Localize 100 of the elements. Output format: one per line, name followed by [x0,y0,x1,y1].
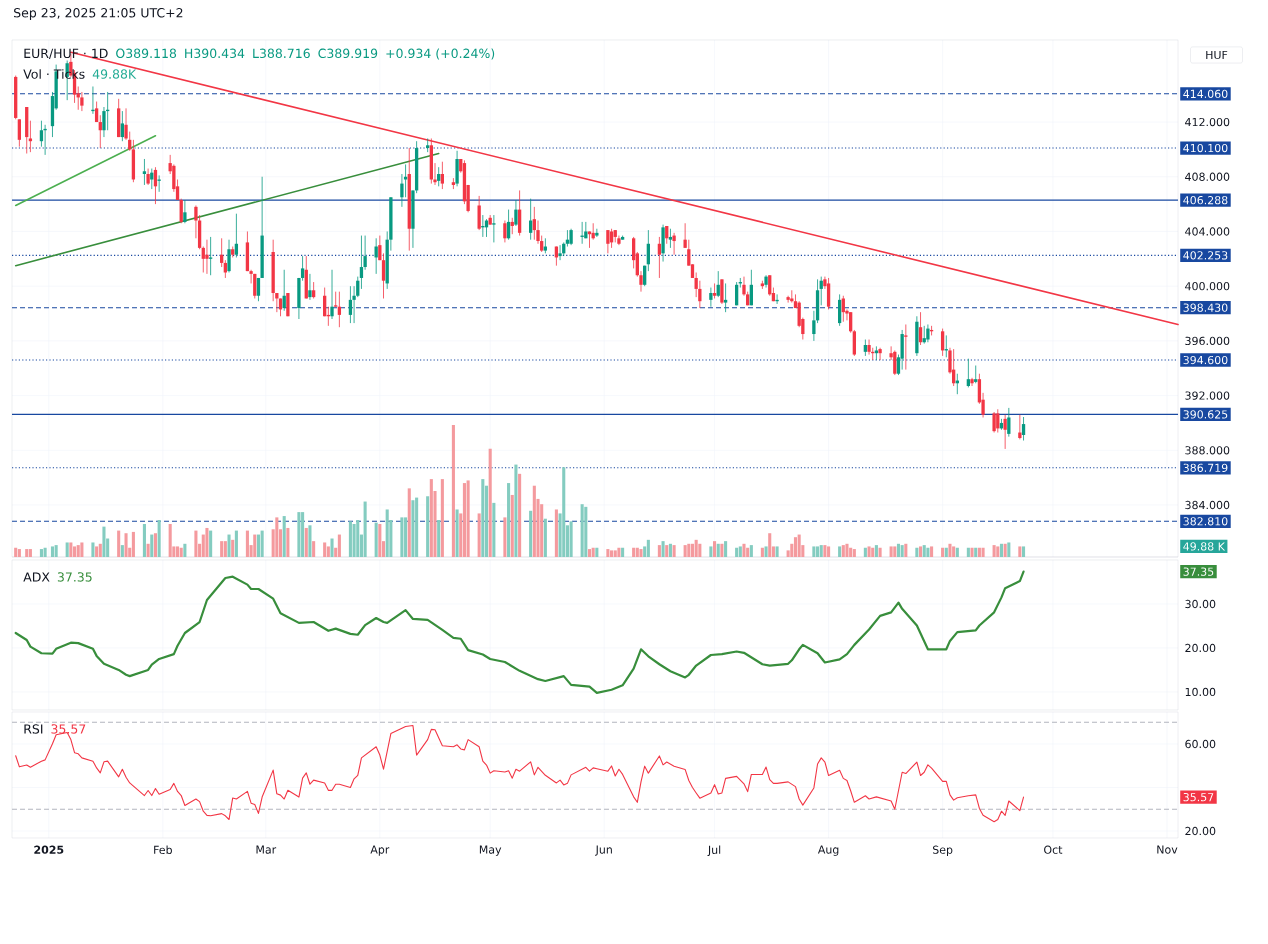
candlestick [940,328,945,357]
y-axis-title: HUF [1206,50,1228,60]
bar [337,534,341,557]
y-tick-label: 60.00 [1185,739,1216,749]
bar [488,448,492,557]
candlestick [120,110,125,142]
bar [709,546,713,557]
bar [175,546,180,557]
bar [194,530,198,557]
annotation: C389.919 [318,48,378,59]
bar [400,517,404,557]
candlestick [334,291,338,308]
y-tick-label: 404.000 [1185,227,1230,236]
candlestick [146,168,150,186]
y-tick-label: 412.000 [1185,117,1230,127]
bar [407,488,411,557]
y-tick-label: 20.00 [1185,826,1216,836]
x-tick-label: Jul [707,845,721,857]
bar [304,527,308,557]
annotation: 35.57 [51,724,86,734]
bar [245,530,249,557]
bar [223,541,227,557]
bar [632,547,636,557]
bar [404,517,408,557]
bar [437,520,441,557]
bar [543,518,547,557]
bar [793,537,798,557]
bar [124,533,128,557]
bar [760,547,764,557]
x-tick-label: Apr [370,845,390,856]
bar [168,523,172,557]
ref-line-label: 390.625 [1183,410,1228,419]
bar [904,543,908,557]
candlestick [668,228,673,249]
bar [378,523,382,557]
bar [297,512,301,557]
bar [411,500,415,557]
bar [1007,542,1011,557]
candlestick [712,283,717,299]
candlestick [1021,416,1026,441]
candlestick [359,235,364,290]
candlestick [992,411,996,433]
candlestick [606,229,610,254]
bar [617,547,621,557]
candlestick [437,166,441,187]
bar [915,547,919,557]
bar [554,509,558,557]
bar [98,543,102,557]
bar [510,494,514,557]
bar [812,546,816,557]
bar [683,545,687,557]
bar [775,546,779,557]
bar [661,541,665,557]
bar [301,512,305,557]
candlestick [841,295,845,323]
candlestick [874,345,879,361]
bar [312,541,316,557]
bar [157,520,161,557]
bar [429,479,433,557]
ref-line-label: 406.288 [1183,196,1228,205]
bar [227,534,231,557]
bar [657,545,661,557]
y-tick-label: 392.000 [1185,391,1230,400]
bar [768,533,772,557]
bar [69,542,73,557]
y-tick-label: 400.000 [1185,282,1230,291]
bar [17,549,21,557]
y-tick-label: 20.00 [1185,643,1216,653]
bar [440,479,444,557]
x-tick-label: Sep [932,845,953,856]
bar [76,545,80,557]
bar [926,547,930,557]
candlestick [837,293,842,327]
candlestick [308,273,312,301]
candlestick [514,199,518,227]
bar [426,496,430,557]
text: EUR/HUF · 1D [24,48,108,60]
bar [852,549,856,557]
bar [209,530,213,557]
bar [584,506,588,557]
bar [878,547,882,557]
bar [613,550,617,557]
candlestick [205,239,209,275]
y-tick-label: 30.00 [1185,599,1216,609]
bar [385,509,389,557]
bar [374,522,378,557]
y-tick-label: 408.000 [1185,172,1230,181]
bar [764,546,768,557]
text: ADX [23,572,50,582]
bar [507,483,511,557]
bar [73,546,77,557]
candlestick [532,206,536,241]
ref-line-label: 386.719 [1183,463,1228,472]
bar [220,541,224,557]
bar [819,545,823,557]
bar [529,510,533,557]
candlestick [440,161,445,190]
bar [352,523,356,557]
bar [326,546,330,557]
bar [275,517,279,557]
